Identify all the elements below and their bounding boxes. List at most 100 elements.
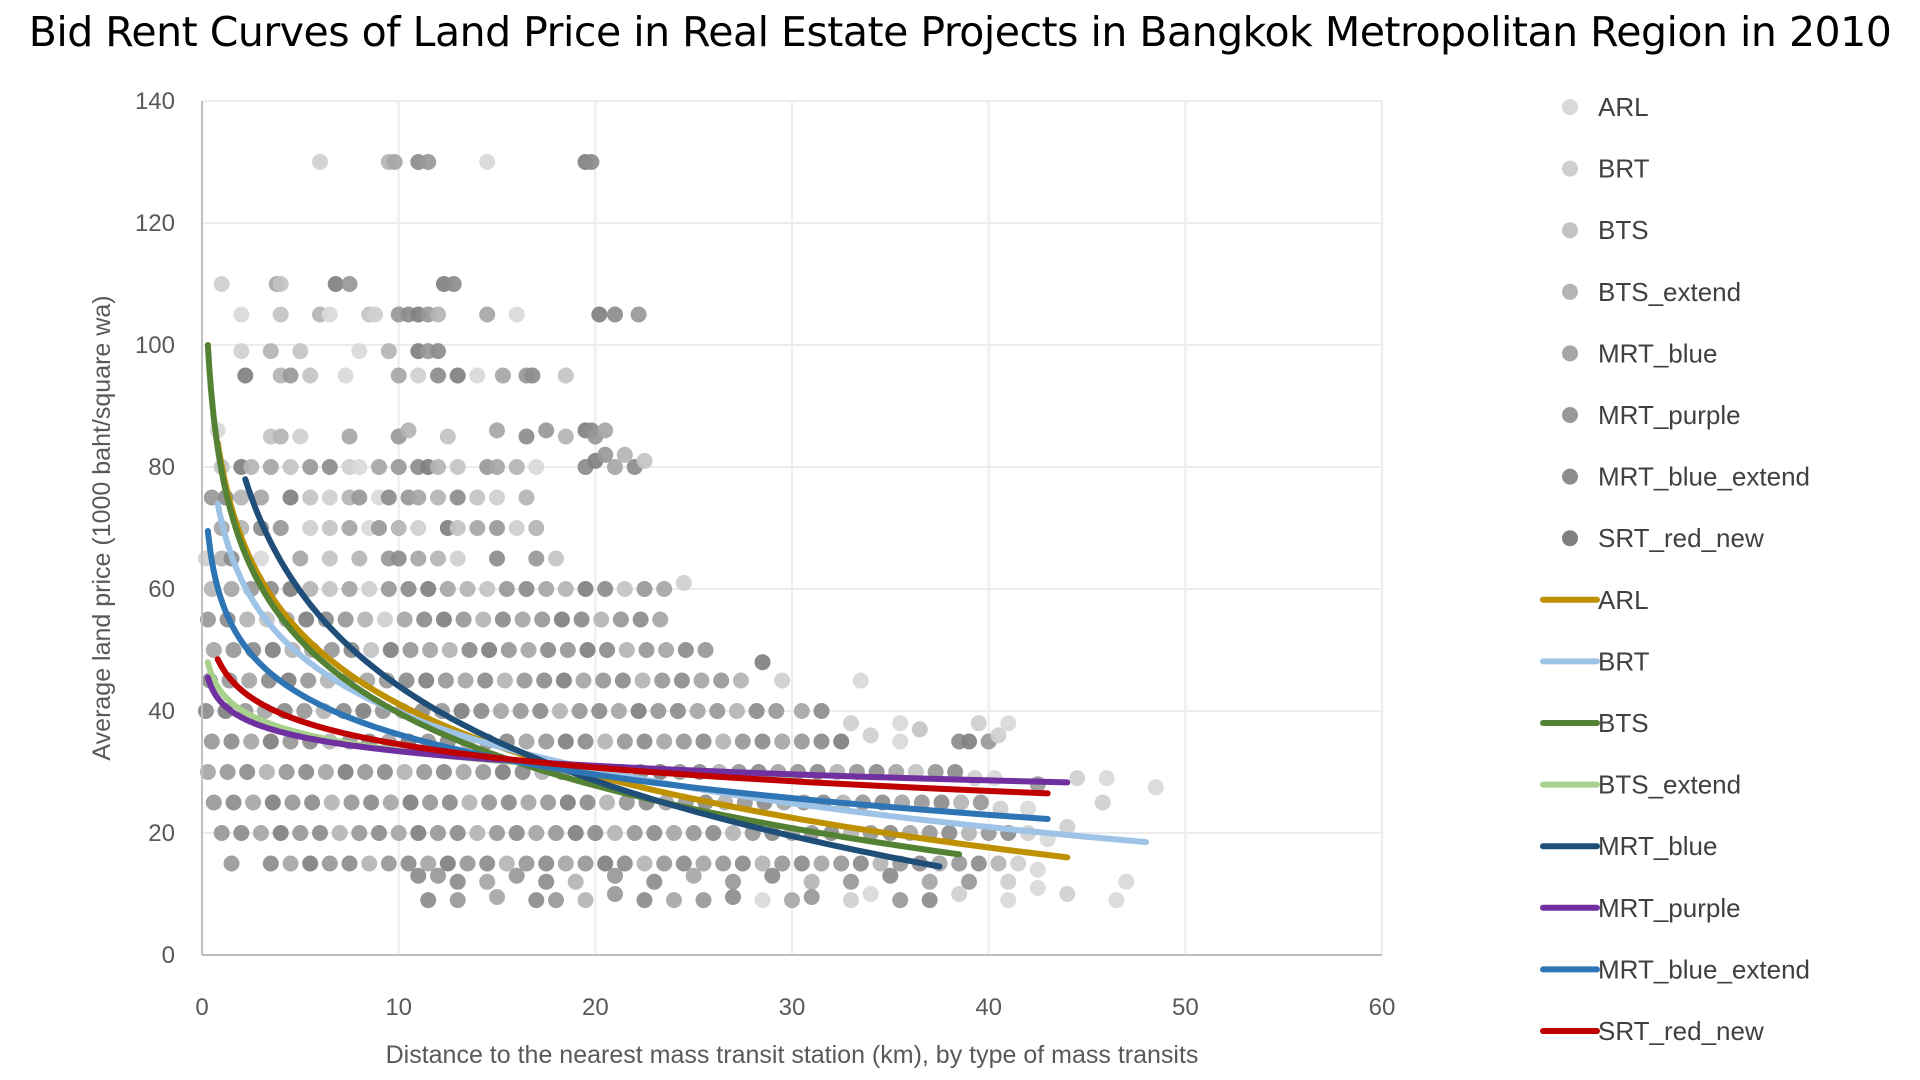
legend-label: ARL: [1598, 585, 1649, 615]
scatter-point-mrt-blue: [410, 550, 427, 567]
scatter-point-mrt-purple: [337, 611, 354, 628]
scatter-point-mrt-blue: [784, 892, 800, 909]
scatter-point-mrt-blue-extend: [449, 489, 466, 506]
y-tick-label: 80: [148, 454, 175, 481]
scatter-point-mrt-purple: [548, 825, 564, 841]
legend-item-marker-bts-extend: BTS_extend: [1562, 277, 1741, 307]
scatter-point-mrt-blue: [292, 550, 309, 567]
scatter-points: [197, 154, 1164, 909]
scatter-point-mrt-blue: [420, 855, 437, 872]
scatter-point-bts-extend: [430, 459, 446, 475]
scatter-point-brt: [675, 574, 692, 591]
scatter-point-arl: [1029, 861, 1046, 878]
scatter-point-bts-extend: [396, 764, 413, 780]
legend-marker-dot-icon: [1562, 99, 1578, 115]
scatter-point-bts-extend: [430, 489, 446, 506]
scatter-point-brt: [1000, 873, 1017, 890]
scatter-point-mrt-purple: [302, 459, 319, 475]
scatter-point-brt: [774, 672, 791, 689]
scatter-point-arl: [351, 343, 368, 360]
scatter-point-mrt-blue-extend: [400, 581, 417, 597]
legend-label: MRT_blue: [1598, 831, 1717, 861]
scatter-point-mrt-purple: [892, 892, 909, 909]
x-axis-title: Distance to the nearest mass transit sta…: [386, 1041, 1199, 1069]
scatter-point-bts: [302, 367, 319, 384]
trend-curve-bts: [204, 342, 963, 858]
scatter-point-mrt-purple: [597, 446, 614, 463]
legend-item-curve-mrt-blue: MRT_blue: [1540, 831, 1717, 861]
legend-item-marker-mrt-blue-extend: MRT_blue_extend: [1562, 462, 1810, 492]
scatter-point-mrt-blue-extend: [532, 703, 549, 719]
scatter-point-mrt-purple: [481, 794, 498, 811]
scatter-point-srt-red-new: [449, 367, 466, 384]
scatter-point-mrt-purple: [219, 764, 236, 780]
scatter-point-arl: [351, 459, 368, 475]
scatter-point-mrt-blue: [652, 611, 669, 628]
scatter-point-mrt-purple: [430, 867, 446, 884]
scatter-point-mrt-blue-extend: [583, 154, 600, 170]
scatter-point-bts: [321, 520, 338, 536]
scatter-point-mrt-blue: [528, 825, 545, 841]
scatter-point-mrt-purple: [559, 642, 576, 658]
scatter-point-mrt-blue: [282, 855, 299, 872]
legend-label: MRT_blue: [1598, 338, 1717, 368]
x-tick-label: 0: [195, 994, 208, 1021]
scatter-point-mrt-purple: [734, 733, 751, 750]
scatter-point-mrt-blue: [205, 642, 222, 658]
scatter-point-brt: [1010, 855, 1027, 872]
scatter-point-bts-extend: [243, 459, 260, 475]
scatter-point-mrt-blue-extend: [479, 855, 496, 872]
scatter-point-mrt-blue: [666, 825, 682, 841]
scatter-point-mrt-blue-extend: [420, 892, 437, 909]
scatter-point-mrt-purple: [803, 889, 820, 905]
scatter-point-mrt-blue-extend: [225, 794, 242, 811]
scatter-point-srt-red-new: [420, 581, 437, 597]
y-tick-label: 40: [148, 698, 175, 725]
scatter-point-bts-extend: [754, 855, 771, 872]
scatter-point-mrt-purple: [223, 855, 240, 872]
legend-marker-dot-icon: [1562, 530, 1578, 547]
scatter-point-mrt-blue-extend: [577, 733, 594, 750]
legend-label: ARL: [1598, 92, 1649, 122]
scatter-point-mrt-blue-extend: [223, 733, 240, 750]
scatter-point-mrt-blue-extend: [636, 733, 653, 750]
scatter-point-mrt-purple: [512, 703, 529, 719]
scatter-point-bts-extend: [262, 343, 279, 360]
scatter-point-mrt-blue-extend: [341, 855, 358, 872]
legend-marker-dot-icon: [1562, 222, 1578, 239]
y-tick-label: 100: [135, 332, 175, 359]
scatter-point-mrt-blue: [341, 581, 358, 597]
scatter-point-mrt-purple: [654, 672, 671, 689]
scatter-point-bts-extend: [239, 611, 256, 628]
scatter-point-mrt-purple: [284, 794, 301, 811]
legend-item-marker-brt: BRT: [1562, 154, 1650, 184]
scatter-point-arl: [508, 306, 525, 323]
scatter-point-mrt-purple: [475, 764, 492, 780]
scatter-point-bts-extend: [361, 855, 378, 872]
legend-label: SRT_red_new: [1598, 1016, 1764, 1046]
scatter-point-mrt-blue-extend: [430, 343, 446, 360]
scatter-point-mrt-blue: [666, 892, 682, 909]
scatter-point-mrt-blue-extend: [616, 855, 633, 872]
scatter-point-mrt-purple: [357, 764, 374, 780]
scatter-point-mrt-blue-extend: [518, 428, 535, 445]
scatter-point-bts-extend: [461, 794, 478, 811]
scatter-point-mrt-blue: [317, 764, 334, 780]
scatter-point-mrt-blue: [390, 367, 407, 384]
scatter-point-srt-red-new: [553, 611, 570, 628]
scatter-point-mrt-purple: [577, 855, 594, 872]
scatter-point-bts-extend: [351, 550, 368, 567]
legend-item-curve-arl: ARL: [1540, 585, 1649, 615]
scatter-point-mrt-blue: [793, 703, 810, 719]
scatter-point-bts-extend: [323, 794, 340, 811]
scatter-point-mrt-blue-extend: [538, 873, 555, 890]
scatter-point-mrt-purple: [402, 642, 419, 658]
scatter-point-mrt-purple: [278, 764, 295, 780]
scatter-point-brt: [1069, 770, 1086, 787]
scatter-point-bts-extend: [803, 873, 820, 890]
scatter-point-bts-extend: [607, 825, 623, 841]
legend: ARL BRT BTS BTS_extend MRT_blue MRT_purple MRT…: [1540, 92, 1810, 1046]
scatter-point-arl: [1029, 879, 1046, 896]
scatter-point-mrt-purple: [380, 581, 397, 597]
scatter-point-mrt-purple: [595, 672, 612, 689]
